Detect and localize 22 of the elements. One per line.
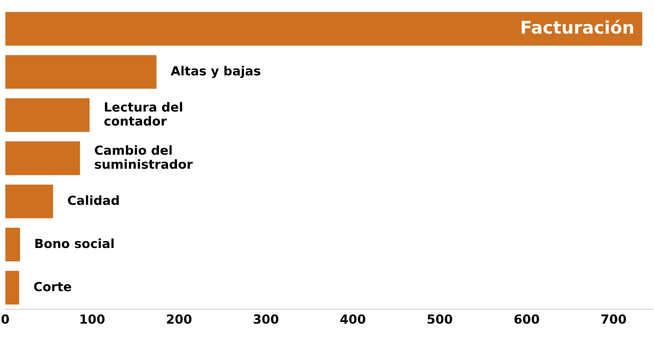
bar xyxy=(5,184,54,218)
bar xyxy=(5,12,642,46)
y-tick-label: Bono social xyxy=(35,238,114,248)
x-tick-label: 700 xyxy=(601,314,626,324)
bar xyxy=(5,270,20,305)
bar xyxy=(5,98,90,132)
y-tick-label: Cambio del suministrador xyxy=(94,145,193,169)
x-tick-label: 300 xyxy=(254,314,278,324)
x-tick-label: 400 xyxy=(340,314,366,324)
y-tick-label: Corte xyxy=(34,282,72,292)
y-tick-label: Lectura del contador xyxy=(104,102,182,126)
bar xyxy=(5,141,80,176)
y-tick-label: Altas y bajas xyxy=(170,66,260,78)
x-tick-label: 0 xyxy=(1,314,9,324)
x-tick-label: 600 xyxy=(514,314,540,324)
x-tick-label: 100 xyxy=(80,314,105,324)
y-tick-label: Facturación xyxy=(522,20,634,34)
bar xyxy=(5,228,20,262)
x-tick-label: 200 xyxy=(166,314,192,324)
x-tick-label: 500 xyxy=(428,314,452,324)
y-tick-label: Calidad xyxy=(68,195,119,206)
bar xyxy=(5,55,156,89)
